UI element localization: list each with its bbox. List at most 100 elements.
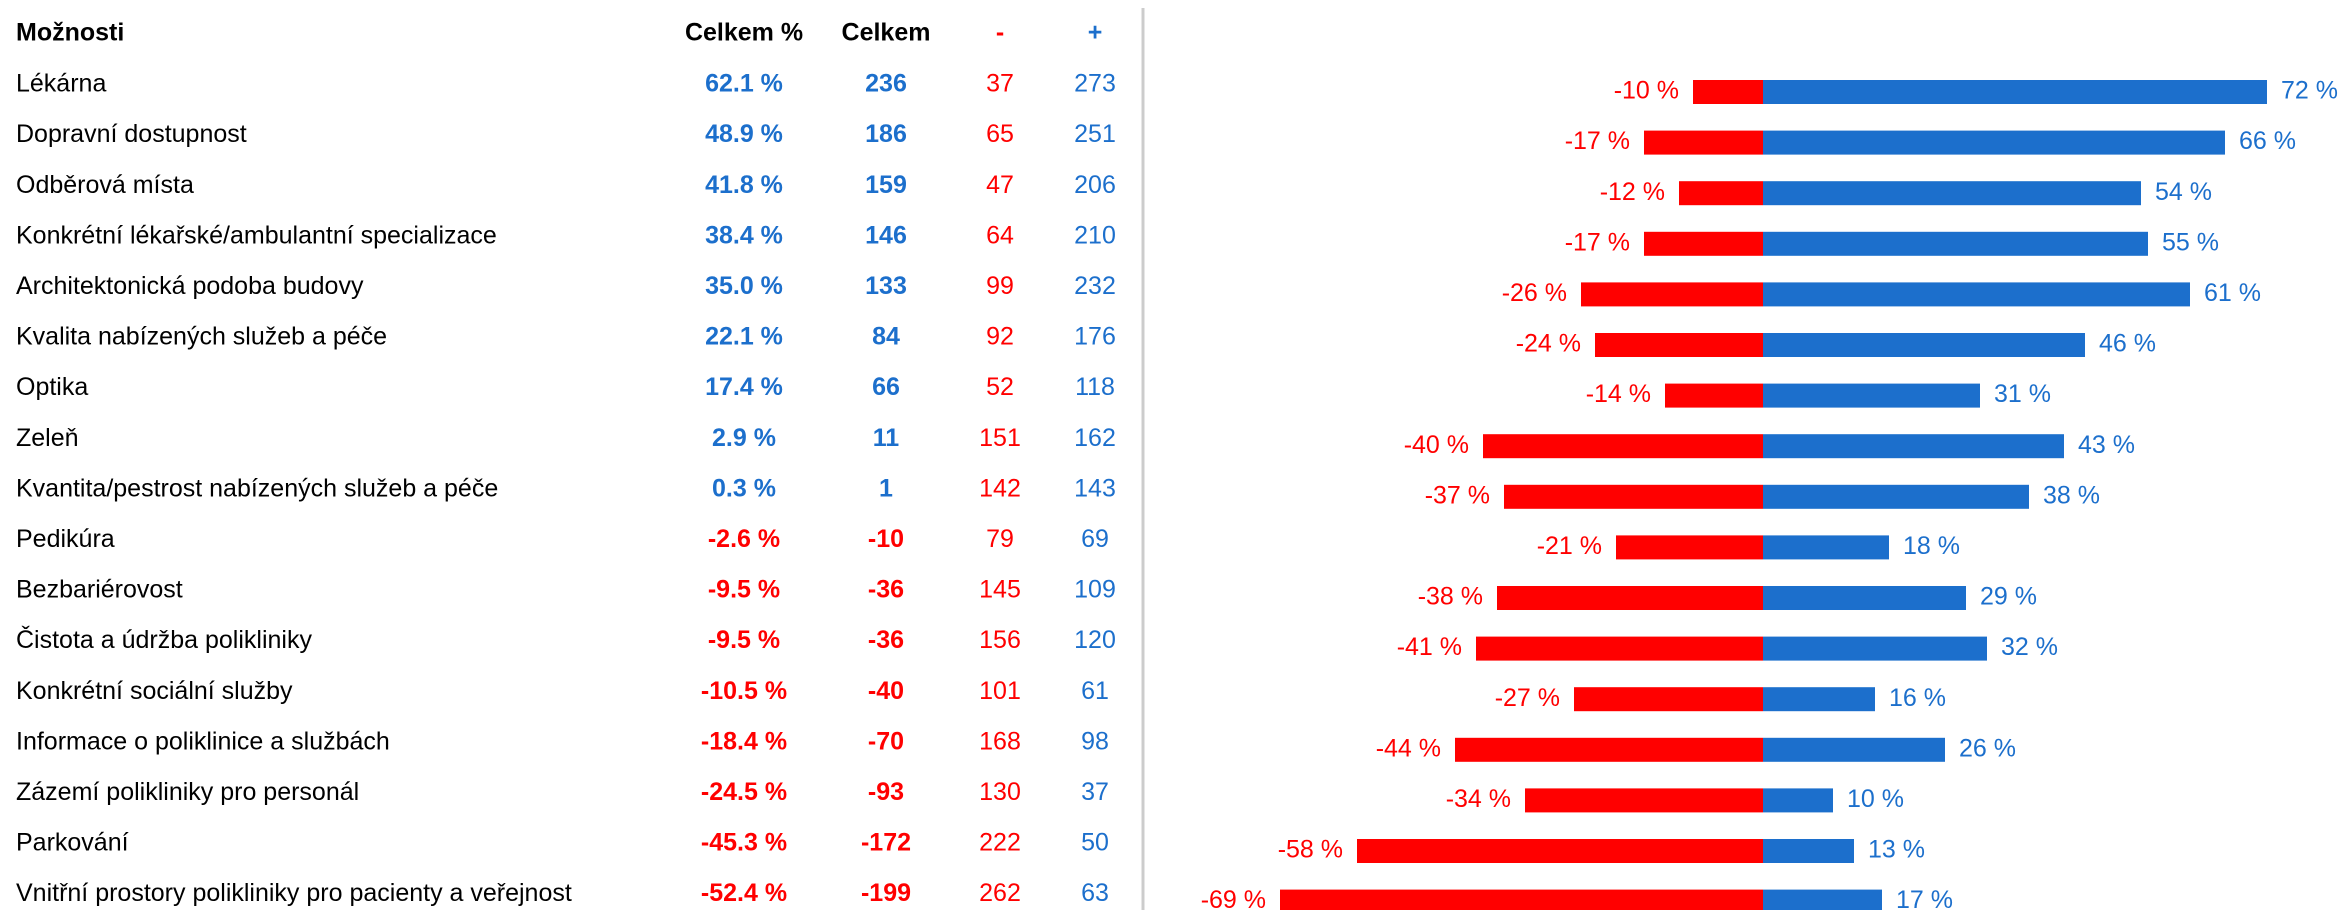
positive-bar bbox=[1763, 636, 1987, 661]
cell: 151 bbox=[979, 424, 1021, 452]
cell: 142 bbox=[979, 474, 1021, 502]
row-label: Dopravní dostupnost bbox=[16, 120, 247, 148]
positive-label: 18 % bbox=[1903, 532, 1960, 560]
cell: 65 bbox=[986, 120, 1014, 148]
cell: 52 bbox=[986, 373, 1014, 401]
positive-bar bbox=[1763, 181, 2141, 206]
cell: 66 bbox=[872, 373, 900, 401]
cell: 1 bbox=[879, 474, 893, 502]
row-label: Konkrétní lékařské/ambulantní specializa… bbox=[16, 221, 497, 249]
positive-bar bbox=[1763, 586, 1966, 610]
negative-bar bbox=[1574, 687, 1763, 712]
cell: 2.9 % bbox=[712, 424, 776, 452]
negative-bar bbox=[1679, 181, 1763, 206]
negative-bar bbox=[1616, 535, 1763, 560]
negative-label: -21 % bbox=[1537, 532, 1602, 560]
cell: 236 bbox=[865, 70, 907, 98]
cell: -9.5 % bbox=[708, 576, 780, 604]
cell: 63 bbox=[1081, 879, 1109, 907]
negative-label: -27 % bbox=[1495, 684, 1560, 712]
positive-bar bbox=[1763, 535, 1889, 560]
cell: 120 bbox=[1074, 626, 1116, 654]
cell: -24.5 % bbox=[701, 778, 787, 806]
cell: 262 bbox=[979, 879, 1021, 907]
cell: 118 bbox=[1075, 373, 1115, 401]
cell: -2.6 % bbox=[708, 525, 780, 553]
cell: -10 bbox=[868, 525, 904, 553]
positive-label: 66 % bbox=[2239, 127, 2296, 155]
cell: 37 bbox=[1081, 778, 1109, 806]
cell: 143 bbox=[1074, 474, 1116, 502]
positive-label: 29 % bbox=[1980, 583, 2037, 611]
column-header: Celkem bbox=[842, 19, 931, 47]
negative-bar bbox=[1455, 737, 1763, 762]
positive-bar bbox=[1763, 80, 2267, 104]
cell: 273 bbox=[1074, 70, 1116, 98]
negative-label: -24 % bbox=[1516, 330, 1581, 358]
positive-label: 46 % bbox=[2099, 330, 2156, 358]
negative-label: -12 % bbox=[1600, 178, 1665, 206]
positive-bar bbox=[1763, 333, 2085, 357]
positive-label: 38 % bbox=[2043, 481, 2100, 509]
positive-label: 16 % bbox=[1889, 684, 1946, 712]
positive-bar bbox=[1763, 737, 1945, 762]
cell: 11 bbox=[873, 424, 900, 452]
cell: 159 bbox=[865, 171, 907, 199]
cell: 145 bbox=[979, 576, 1021, 604]
cell: 22.1 % bbox=[705, 323, 783, 351]
negative-bar bbox=[1644, 130, 1763, 155]
positive-bar bbox=[1763, 687, 1875, 712]
cell: 84 bbox=[872, 323, 900, 351]
column-header: - bbox=[996, 19, 1004, 47]
negative-bar bbox=[1665, 383, 1763, 408]
cell: -93 bbox=[868, 778, 904, 806]
positive-bar bbox=[1763, 484, 2029, 509]
negative-label: -10 % bbox=[1614, 77, 1679, 105]
positive-bar bbox=[1763, 282, 2190, 307]
positive-label: 43 % bbox=[2078, 431, 2135, 459]
cell: 156 bbox=[979, 626, 1021, 654]
cell: -199 bbox=[861, 879, 911, 907]
row-label: Pedikúra bbox=[16, 525, 115, 553]
cell: 92 bbox=[986, 323, 1014, 351]
cell: 47 bbox=[986, 171, 1014, 199]
row-label: Kvalita nabízených služeb a péče bbox=[16, 323, 387, 351]
positive-label: 54 % bbox=[2155, 178, 2212, 206]
positive-label: 13 % bbox=[1868, 836, 1925, 864]
cell: 222 bbox=[979, 829, 1021, 857]
positive-label: 17 % bbox=[1896, 886, 1953, 910]
row-label: Čistota a údržba polikliniky bbox=[16, 625, 312, 654]
cell: -45.3 % bbox=[701, 829, 787, 857]
cell: -40 bbox=[868, 677, 904, 705]
cell: 0.3 % bbox=[712, 474, 776, 502]
negative-bar bbox=[1504, 484, 1763, 509]
negative-label: -44 % bbox=[1376, 734, 1441, 762]
cell: -172 bbox=[861, 829, 911, 857]
cell: 79 bbox=[986, 525, 1014, 553]
negative-bar bbox=[1280, 889, 1763, 910]
column-header: + bbox=[1088, 19, 1103, 47]
row-label: Zázemí polikliniky pro personál bbox=[16, 778, 359, 806]
cell: 41.8 % bbox=[705, 171, 783, 199]
cell: 146 bbox=[865, 221, 907, 249]
positive-label: 55 % bbox=[2162, 228, 2219, 256]
cell: -36 bbox=[868, 626, 904, 654]
negative-label: -17 % bbox=[1565, 228, 1630, 256]
cell: 38.4 % bbox=[705, 221, 783, 249]
positive-label: 10 % bbox=[1847, 785, 1904, 813]
cell: 98 bbox=[1081, 727, 1109, 755]
row-label: Zeleň bbox=[16, 424, 79, 452]
row-label: Parkování bbox=[16, 829, 129, 857]
cell: 37 bbox=[986, 70, 1014, 98]
cell: 99 bbox=[986, 272, 1014, 300]
negative-bar bbox=[1693, 80, 1763, 104]
negative-label: -34 % bbox=[1446, 785, 1511, 813]
cell: -36 bbox=[868, 576, 904, 604]
negative-bar bbox=[1595, 333, 1763, 357]
cell: 206 bbox=[1074, 171, 1116, 199]
negative-label: -14 % bbox=[1586, 380, 1651, 408]
cell: 133 bbox=[865, 272, 907, 300]
negative-bar bbox=[1581, 282, 1763, 307]
cell: 61 bbox=[1081, 677, 1109, 705]
